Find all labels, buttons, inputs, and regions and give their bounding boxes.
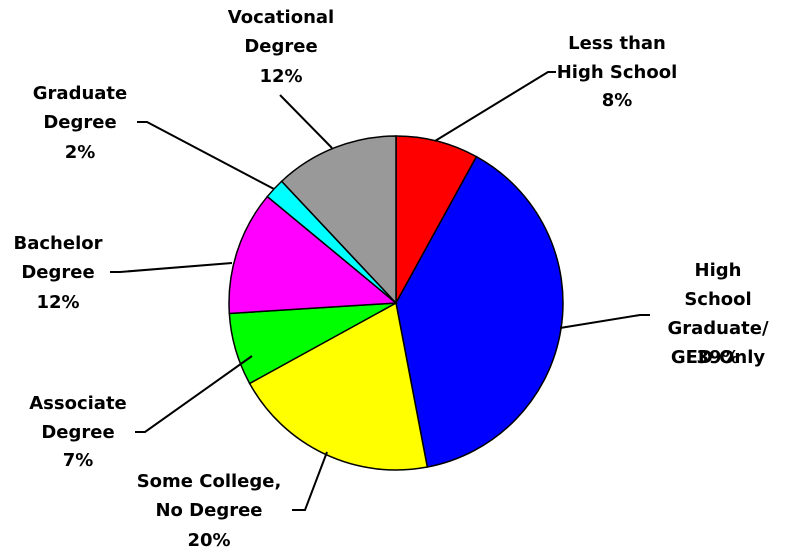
leader-line: [135, 355, 253, 433]
leader-line: [292, 451, 328, 511]
slice-label: High School Graduate/ GED Only: [667, 260, 769, 368]
slice-label: Associate Degree: [29, 393, 127, 443]
leader-line: [137, 121, 275, 190]
leader-line: [279, 94, 333, 149]
slice-value-label: 7%: [62, 450, 94, 471]
leader-line: [110, 262, 233, 273]
pie-slice: [280, 135, 397, 305]
slice-value-label: 39%: [696, 347, 740, 368]
slice-value-label: 12%: [259, 66, 303, 87]
slice-label: Less than High School: [556, 33, 678, 83]
slice-label: Graduate Degree: [32, 83, 128, 133]
slice-label: Vocational Degree: [227, 7, 335, 57]
pie-slice: [395, 155, 564, 468]
slice-value-label: 12%: [36, 292, 80, 313]
slice-value-label: 8%: [601, 90, 633, 111]
pie-slice: [248, 301, 429, 471]
leader-line: [434, 71, 556, 142]
slice-value-label: 2%: [64, 142, 96, 163]
slice-label: Bachelor Degree: [13, 233, 103, 283]
slice-label: Some College, No Degree: [136, 471, 282, 521]
slice-value-label: 20%: [187, 530, 231, 550]
pie-slice: [228, 195, 398, 315]
leader-line: [559, 314, 650, 329]
